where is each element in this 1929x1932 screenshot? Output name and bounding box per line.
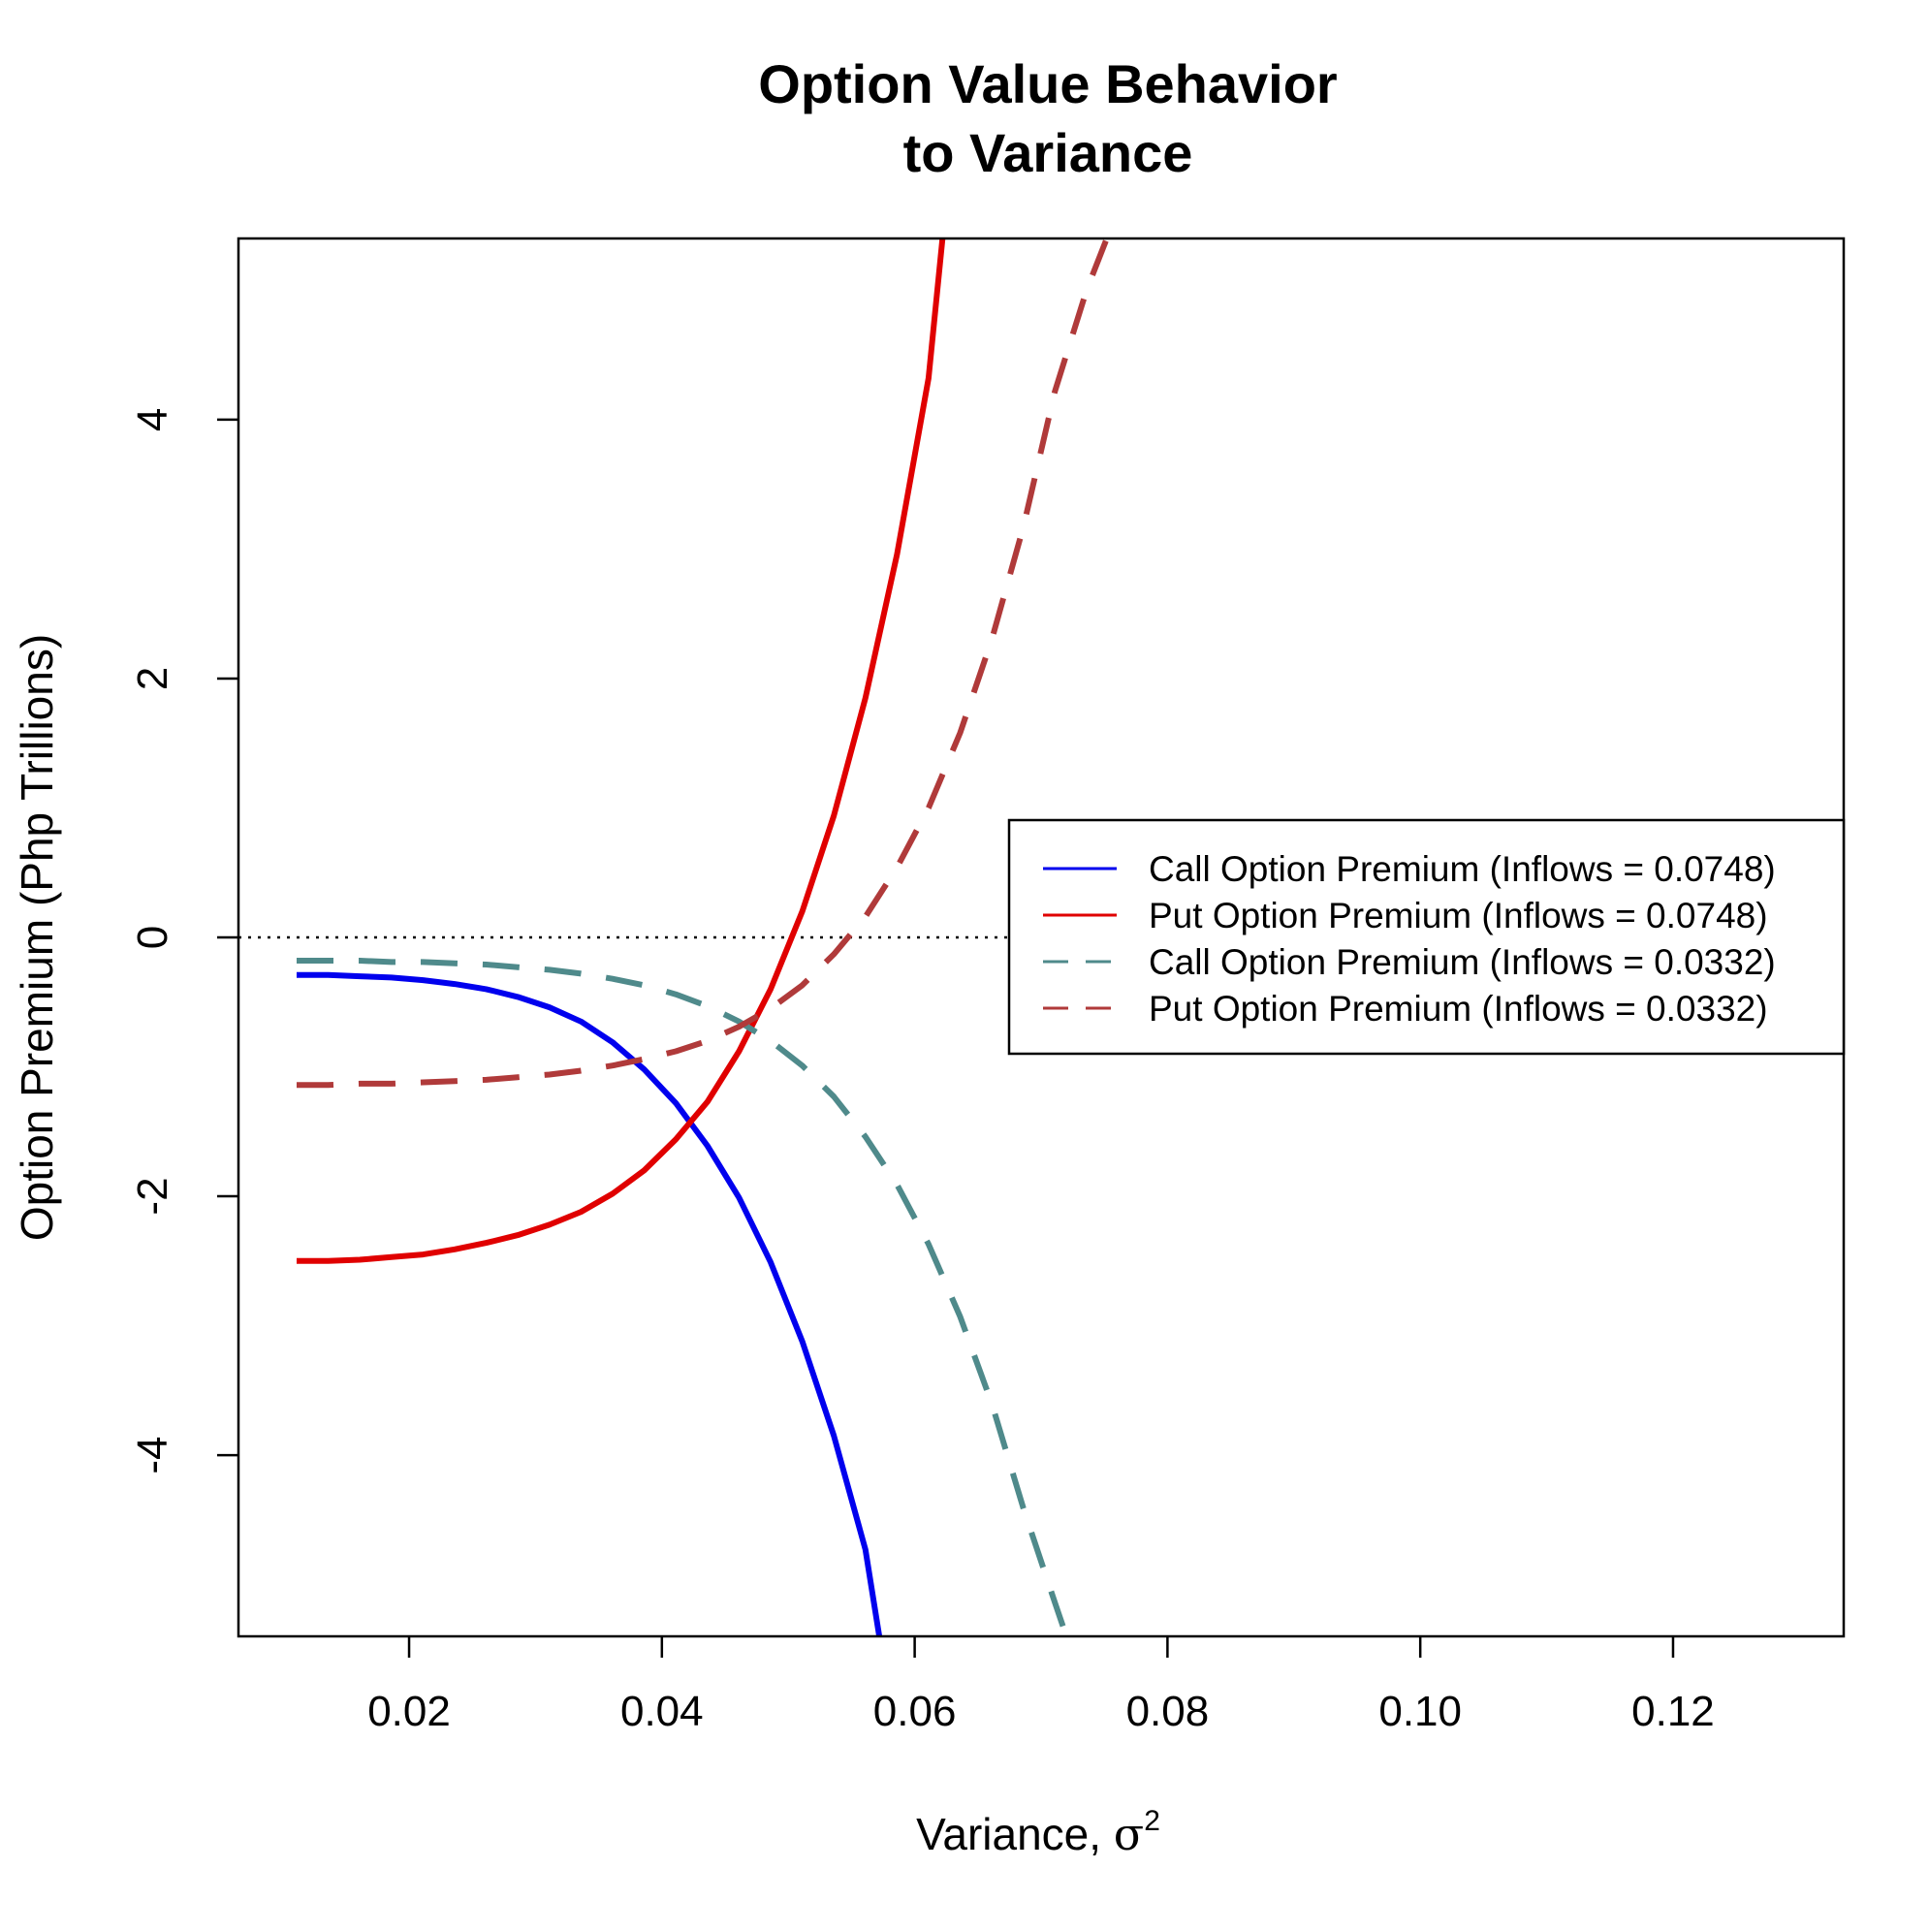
- x-axis-label-symbol: σ: [1114, 1808, 1144, 1860]
- series-line-3: [297, 958, 1069, 1636]
- legend-label-3: Call Option Premium (Inflows = 0.0332): [1149, 942, 1776, 982]
- y-tick-label: 0: [129, 926, 176, 949]
- chart-title-line-1: Option Value Behavior: [758, 53, 1337, 114]
- legend-label-4: Put Option Premium (Inflows = 0.0332): [1149, 989, 1768, 1029]
- x-tick-label: 0.04: [620, 1688, 704, 1735]
- y-tick-label: 4: [129, 408, 176, 431]
- x-axis-label-text: Variance,: [916, 1809, 1114, 1859]
- series-line-4: [297, 238, 1110, 1089]
- x-tick-label: 0.12: [1631, 1688, 1715, 1735]
- legend: Call Option Premium (Inflows = 0.0748) Pu…: [1007, 818, 1846, 1056]
- x-axis: 0.02 0.04 0.06 0.08 0.10 0.12: [367, 1636, 1715, 1735]
- series-line-1: [297, 971, 883, 1636]
- y-axis: -4 -2 0 2 4: [129, 408, 238, 1474]
- x-tick-label: 0.10: [1378, 1688, 1462, 1735]
- legend-label-1: Call Option Premium (Inflows = 0.0748): [1149, 849, 1776, 889]
- x-axis-label: Variance, σ2: [916, 1805, 1160, 1860]
- legend-label-2: Put Option Premium (Inflows = 0.0748): [1149, 896, 1768, 935]
- x-tick-label: 0.08: [1126, 1688, 1210, 1735]
- x-axis-label-superscript: 2: [1144, 1805, 1160, 1837]
- legend-box: [1007, 818, 1846, 1056]
- y-axis-label: Option Premium (Php Trillions): [12, 634, 62, 1241]
- chart-title-line-2: to Variance: [903, 122, 1193, 183]
- series-layer: [297, 238, 1110, 1636]
- y-tick-label: -2: [129, 1177, 176, 1215]
- x-tick-label: 0.06: [873, 1688, 957, 1735]
- y-tick-label: 2: [129, 667, 176, 690]
- series-line-2: [297, 238, 946, 1264]
- x-tick-label: 0.02: [367, 1688, 451, 1735]
- y-tick-label: -4: [129, 1437, 176, 1474]
